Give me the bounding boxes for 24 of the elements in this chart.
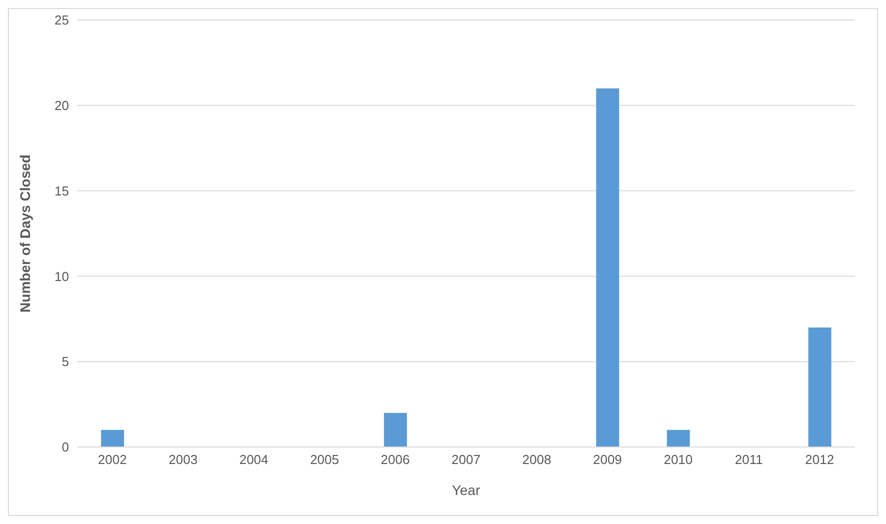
x-tick-label: 2006 <box>380 452 410 468</box>
bar <box>808 327 832 447</box>
y-axis-title: Number of Days Closed <box>16 154 33 312</box>
y-tick-label: 25 <box>54 12 69 28</box>
y-tick-label: 0 <box>62 440 69 455</box>
x-tick-label: 2009 <box>592 452 622 468</box>
y-tick-label: 15 <box>54 183 69 198</box>
x-tick-label: 2005 <box>310 452 340 468</box>
x-tick-label: 2007 <box>452 452 480 468</box>
x-tick-label: 2008 <box>522 452 552 468</box>
bar <box>384 412 407 447</box>
bar <box>596 88 620 447</box>
x-tick-label: 2004 <box>239 452 268 468</box>
bar <box>101 430 124 447</box>
x-tick-label: 2010 <box>664 452 693 468</box>
y-tick-label: 20 <box>54 98 69 114</box>
x-tick-label: 2012 <box>805 452 834 468</box>
x-axis-title: Year <box>452 482 480 498</box>
x-tick-label: 2002 <box>98 452 127 468</box>
y-tick-label: 5 <box>62 354 69 370</box>
y-tick-label: 10 <box>54 268 69 284</box>
x-tick-label: 2003 <box>168 452 198 468</box>
x-tick-label: 2011 <box>734 452 763 468</box>
bar <box>666 430 690 447</box>
